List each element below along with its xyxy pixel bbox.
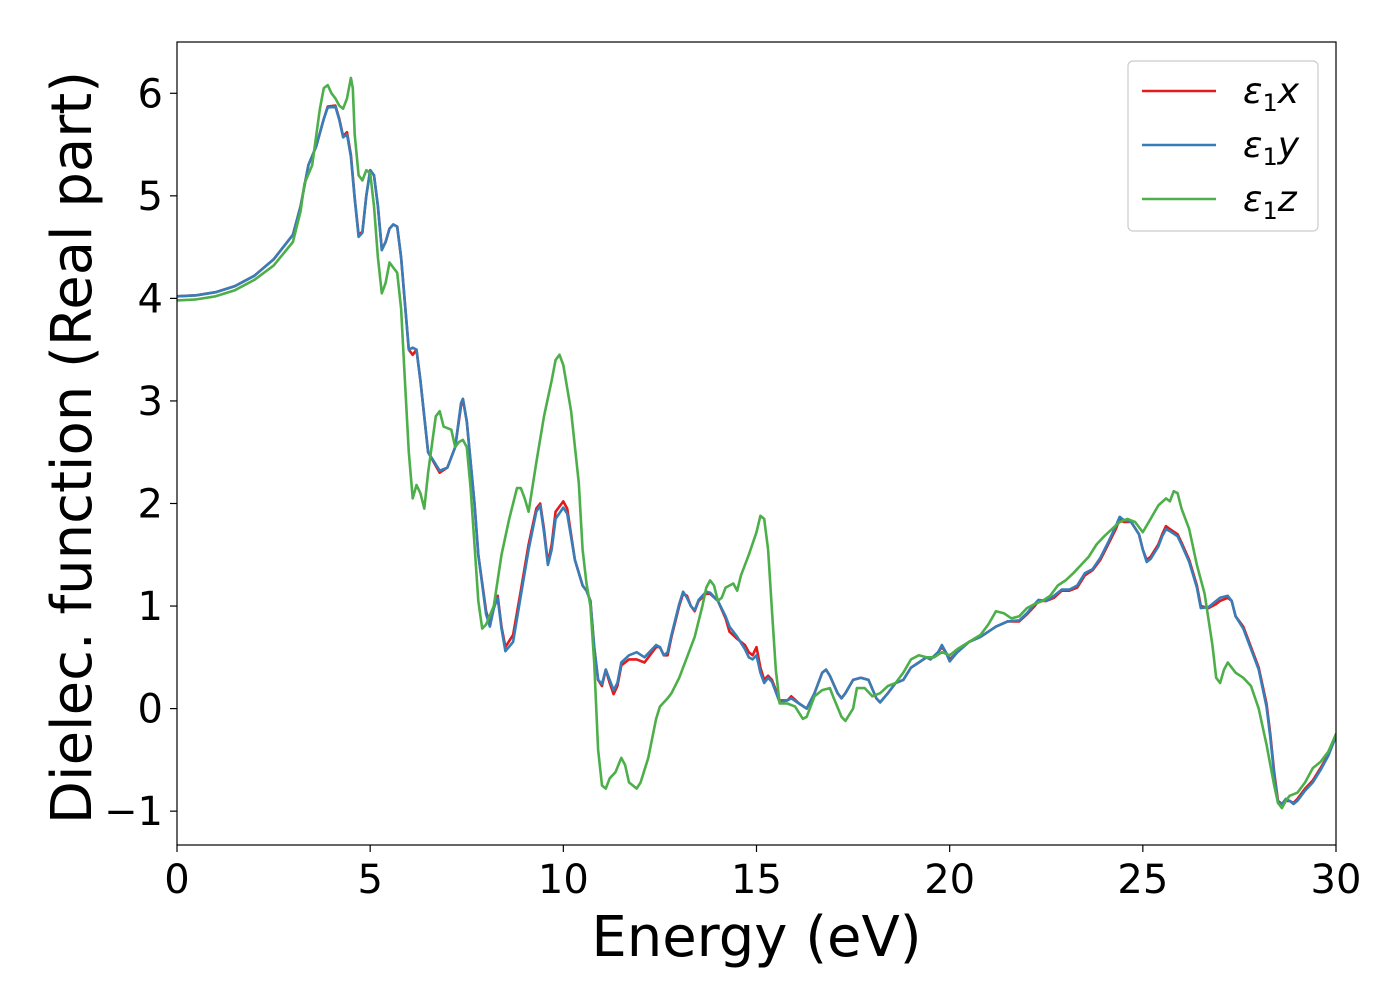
legend-box <box>1127 60 1319 232</box>
y-tick-label: 5 <box>138 174 163 220</box>
x-tick-label: 0 <box>164 857 189 903</box>
legend-component: y <box>1277 125 1300 166</box>
series-line-y <box>177 105 1336 806</box>
legend-label-x: ε1x <box>1243 71 1300 117</box>
legend-component: x <box>1277 71 1300 112</box>
y-tick-label: 4 <box>138 276 163 322</box>
y-axis-label: Dielec. function (Real part) <box>40 71 105 824</box>
legend-subscript: 1 <box>1262 197 1277 225</box>
legend-label-z: ε1z <box>1243 179 1298 225</box>
x-tick-label: 25 <box>1117 857 1168 903</box>
y-tick-label: 0 <box>138 687 163 733</box>
x-tick-label: 10 <box>538 857 589 903</box>
x-tick-label: 30 <box>1311 857 1362 903</box>
x-tick-label: 15 <box>731 857 782 903</box>
y-tick-label: 2 <box>138 481 163 527</box>
y-tick-label: 3 <box>138 379 163 425</box>
legend-symbol: ε <box>1243 71 1262 112</box>
series-layer <box>177 76 1336 810</box>
legend-symbol: ε <box>1243 179 1262 220</box>
y-tick-label: −1 <box>104 789 163 835</box>
x-axis-label: Energy (eV) <box>591 905 921 970</box>
y-tick-label: 1 <box>138 584 163 630</box>
y-tick-label: 6 <box>138 71 163 117</box>
series-line-z <box>177 76 1336 810</box>
legend-symbol: ε <box>1243 125 1262 166</box>
x-tick-label: 20 <box>924 857 975 903</box>
legend-subscript: 1 <box>1262 89 1277 117</box>
legend-component: z <box>1277 179 1298 220</box>
legend-subscript: 1 <box>1262 143 1277 171</box>
x-tick-label: 5 <box>357 857 382 903</box>
legend-label-y: ε1y <box>1243 125 1300 171</box>
